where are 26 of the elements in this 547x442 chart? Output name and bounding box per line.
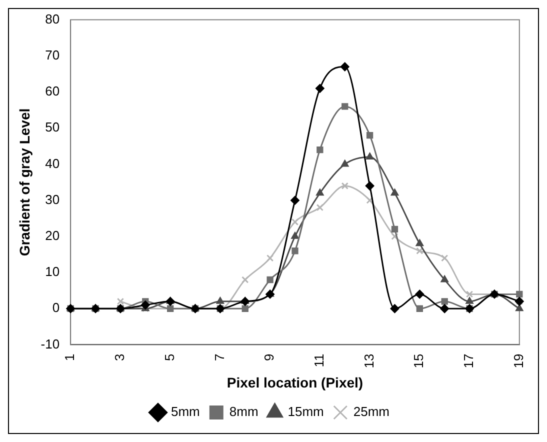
- y-axis-title: Gradient of gray Level: [16, 108, 32, 256]
- x-axis-title: Pixel location (Pixel): [226, 374, 364, 390]
- x-tick-label: 13: [361, 354, 376, 368]
- legend-label: 15mm: [288, 404, 324, 420]
- y-tick-label: 50: [45, 120, 60, 135]
- x-tick-label: 17: [461, 354, 476, 368]
- x-tick-label: 1: [62, 354, 78, 361]
- y-tick-label: 80: [45, 11, 60, 26]
- y-tick-label: 70: [45, 47, 60, 62]
- x-tick-label: 5: [162, 354, 177, 361]
- x-tick-label: 3: [112, 354, 128, 361]
- x-tick-label: 11: [312, 354, 327, 368]
- y-tick-label: 0: [52, 300, 60, 316]
- x-tick-label: 9: [262, 354, 277, 361]
- x-tick-label: 15: [411, 354, 426, 368]
- x-tick-label: 19: [510, 354, 526, 368]
- x-tick-label: 7: [212, 354, 227, 361]
- y-tick-label: -10: [40, 336, 60, 352]
- legend-label: 8mm: [229, 404, 258, 420]
- y-tick-label: 40: [45, 156, 60, 171]
- legend-label: 5mm: [170, 404, 200, 420]
- y-tick-label: 30: [45, 192, 60, 207]
- legend-label: 25mm: [353, 404, 390, 420]
- y-tick-label: 20: [45, 228, 60, 244]
- y-tick-label: 60: [45, 84, 60, 99]
- y-tick-label: 10: [45, 264, 60, 280]
